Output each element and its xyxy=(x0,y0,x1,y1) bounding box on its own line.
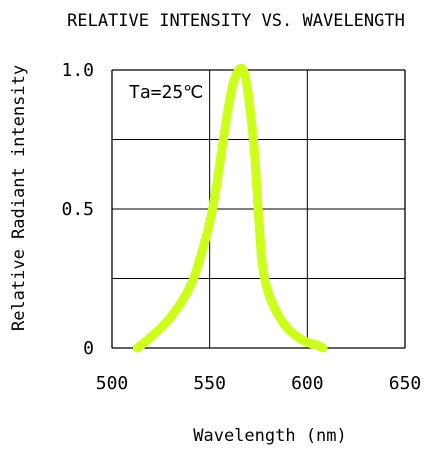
x-tick-label: 500 xyxy=(96,373,129,394)
chart-title: RELATIVE INTENSITY VS. WAVELENGTH xyxy=(67,11,405,31)
y-tick-label: 0.5 xyxy=(61,199,94,220)
y-axis-label: Relative Radiant intensity xyxy=(9,65,29,331)
tick-labels: 500 550 600 650 0 0.5 1.0 xyxy=(61,60,421,394)
y-tick-label: 0 xyxy=(83,338,94,359)
x-tick-label: 600 xyxy=(291,373,324,394)
x-tick-label: 550 xyxy=(193,373,226,394)
x-axis-label: Wavelength (nm) xyxy=(193,426,347,446)
y-tick-label: 1.0 xyxy=(61,60,94,81)
grid xyxy=(111,69,406,349)
x-tick-label: 650 xyxy=(389,373,422,394)
temperature-annotation: Ta=25℃ xyxy=(129,82,203,103)
series-line xyxy=(132,63,328,353)
